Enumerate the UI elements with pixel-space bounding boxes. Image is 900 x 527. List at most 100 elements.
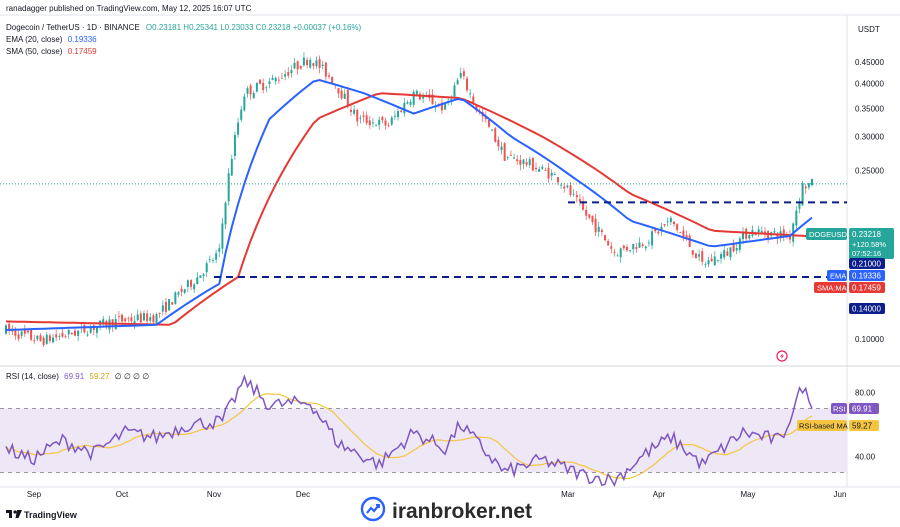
rsi-legend-value: 69.91 [64, 372, 85, 381]
candle [582, 196, 585, 211]
symbol-price-tag[interactable]: DOGEUSDT 0.23218 +120.58% 07:52:16 [806, 228, 894, 259]
candle [246, 86, 249, 98]
candle [466, 75, 469, 93]
candle [760, 226, 763, 234]
support-tag[interactable]: 0.14000 [849, 303, 885, 314]
candle [99, 320, 102, 331]
candle [566, 184, 569, 189]
candle [720, 251, 723, 264]
candle [199, 275, 202, 278]
sma50-line[interactable] [5, 92, 813, 326]
rsi-axis[interactable]: 80.00 40.00 [855, 389, 876, 462]
candle [284, 69, 287, 81]
rsi-value-tag[interactable]: RSI 69.91 [831, 403, 879, 414]
candle [309, 57, 312, 69]
candle [506, 155, 509, 161]
candle [707, 256, 710, 268]
candle [205, 260, 208, 277]
candle [86, 331, 89, 337]
ema-tag[interactable]: EMA 0.19336 [827, 270, 885, 281]
candle [682, 226, 685, 242]
sma-tag[interactable]: SMA:MA 0.17459 [814, 282, 885, 293]
candle [547, 162, 550, 183]
candle [588, 214, 591, 220]
price-tag-change: +120.58% [852, 240, 886, 249]
candle [610, 241, 613, 254]
candle [811, 178, 813, 187]
candle [406, 100, 409, 105]
candle [39, 332, 42, 342]
candle [312, 62, 315, 70]
candle [33, 335, 36, 345]
candle [233, 131, 236, 160]
time-axis-label: Mar [561, 490, 575, 499]
candle [152, 313, 155, 326]
candle [660, 222, 663, 236]
watermark-text: iranbroker.net [392, 500, 532, 523]
candle [635, 243, 638, 253]
ema20-line[interactable] [5, 78, 813, 331]
candle [409, 99, 412, 107]
candle [240, 105, 243, 123]
candle [230, 154, 233, 176]
ema-legend-value: 0.19336 [67, 35, 97, 44]
rsi-band [0, 408, 847, 473]
price-tag-value: 0.23218 [852, 230, 881, 239]
candle [456, 77, 459, 85]
symbol-title[interactable]: Dogecoin / TetherUS · 1D · BINANCE [6, 23, 140, 32]
candle [136, 309, 139, 322]
candle [556, 176, 559, 186]
candle [569, 182, 572, 198]
candle [42, 335, 45, 347]
support-tag-bg [849, 303, 885, 314]
candle [390, 115, 393, 126]
price-axis-label: 0.40000 [855, 80, 884, 89]
candle [371, 117, 374, 128]
candle [522, 158, 525, 169]
candle [782, 225, 785, 242]
candle [48, 333, 51, 344]
lightning-icon[interactable] [776, 350, 788, 362]
candle [92, 323, 95, 335]
candle [218, 243, 221, 258]
candle [224, 200, 227, 230]
rsi-axis-label: 40.00 [855, 453, 876, 462]
time-axis[interactable]: Sep Oct Nov Dec Mar Apr May Jun [27, 490, 847, 499]
rsi-legend-label[interactable]: RSI (14, close) [6, 372, 59, 381]
candle [67, 329, 70, 339]
candle [544, 167, 547, 171]
candle [164, 297, 167, 316]
candle [641, 242, 644, 248]
candle [519, 155, 522, 171]
rsi-ma-tag[interactable]: RSI-based MA 59.27 [797, 420, 879, 431]
candle-group [5, 52, 813, 347]
candle [208, 255, 211, 264]
candle [215, 249, 218, 264]
candle [619, 247, 622, 263]
rsi-legend: RSI (14, close) 69.91 59.27 ∅ ∅ ∅ ∅ [6, 372, 149, 381]
price-axis[interactable]: 0.450000.400000.350000.300000.250000.150… [855, 58, 884, 344]
candle [124, 317, 127, 324]
candle [613, 249, 616, 257]
candle [133, 315, 136, 329]
ema-tag-label-bg [827, 270, 847, 281]
rsi-line[interactable] [5, 374, 813, 488]
sma-legend-label[interactable]: SMA (50, close) [6, 47, 63, 56]
sma-legend-value: 0.17459 [67, 47, 97, 56]
candle [61, 328, 64, 339]
candle [158, 312, 161, 319]
ema-legend-label[interactable]: EMA (20, close) [6, 35, 63, 44]
tradingview-logo-icon[interactable] [6, 510, 22, 518]
tradingview-logo-text[interactable]: TradingView [24, 510, 78, 520]
candle [23, 324, 26, 337]
candle [387, 122, 390, 128]
candle [422, 92, 425, 103]
candle [280, 72, 283, 79]
candle [324, 62, 327, 81]
candle [704, 261, 707, 268]
resistance-tag[interactable]: 0.21000 [849, 258, 885, 269]
candle [368, 115, 371, 129]
time-axis-label: Apr [653, 490, 666, 499]
price-axis-label: 0.25000 [855, 166, 884, 175]
